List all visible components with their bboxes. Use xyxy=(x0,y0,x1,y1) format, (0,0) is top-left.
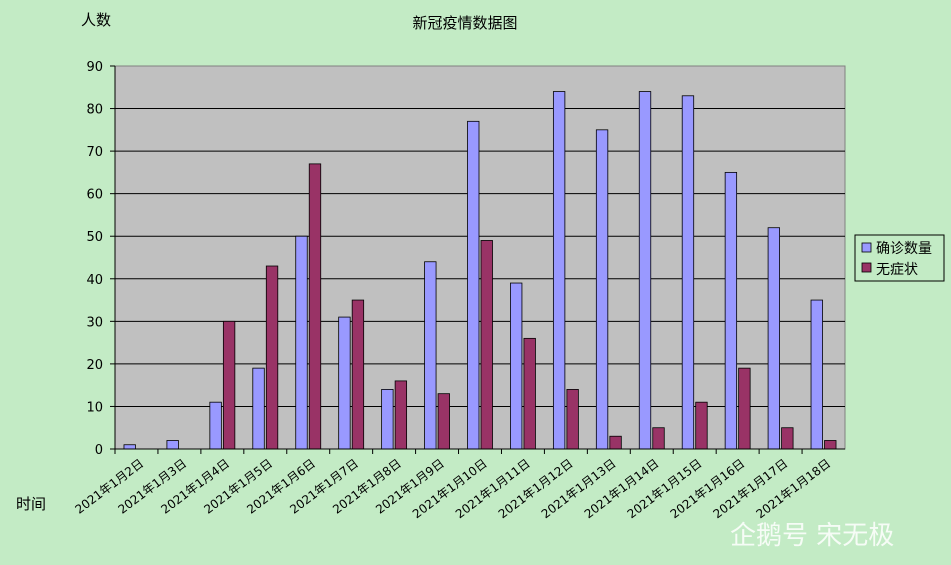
watermark: 企鹅号 宋无极 xyxy=(730,521,894,551)
x-tick-label: 2021年1月16日 xyxy=(668,456,748,521)
bar-asymptomatic xyxy=(480,240,493,450)
plot-area xyxy=(114,65,846,450)
y-tick-label: 0 xyxy=(95,443,103,458)
x-tick-label: 2021年1月14日 xyxy=(582,456,662,521)
bar-confirmed xyxy=(123,444,136,450)
bar-asymptomatic xyxy=(222,320,236,450)
y-tick-label: 90 xyxy=(86,60,103,75)
bar-asymptomatic xyxy=(308,163,322,450)
y-axis-label: 人数 xyxy=(81,11,111,29)
chart-title: 新冠疫情数据图 xyxy=(412,14,517,32)
bar-asymptomatic xyxy=(523,337,536,450)
x-tick-label: 2021年1月11日 xyxy=(453,456,533,521)
bar-confirmed xyxy=(681,95,695,450)
y-tick-label: 20 xyxy=(86,358,103,373)
bar-asymptomatic xyxy=(609,435,622,450)
bar-asymptomatic xyxy=(394,380,408,450)
x-tick-label: 2021年1月13日 xyxy=(539,456,619,521)
y-tick-label: 50 xyxy=(86,230,103,245)
y-tick-label: 40 xyxy=(86,273,103,288)
y-tick-label: 30 xyxy=(86,315,103,330)
bar-confirmed xyxy=(638,91,652,450)
bar-asymptomatic xyxy=(351,299,365,450)
bar-confirmed xyxy=(724,171,738,450)
bar-confirmed xyxy=(510,282,523,450)
bar-confirmed xyxy=(767,227,780,450)
bar-confirmed xyxy=(166,440,179,450)
bar-asymptomatic xyxy=(781,427,794,450)
x-tick-label: 2021年1月17日 xyxy=(711,456,791,521)
bar-asymptomatic xyxy=(824,440,837,450)
bar-confirmed xyxy=(424,261,437,450)
bar-confirmed xyxy=(810,299,823,450)
y-tick-label: 10 xyxy=(86,400,103,415)
bar-confirmed xyxy=(467,120,480,450)
legend-label-confirmed: 确诊数量 xyxy=(876,241,932,257)
bar-confirmed xyxy=(552,91,566,450)
bar-asymptomatic xyxy=(695,401,708,450)
x-axis-label: 时间 xyxy=(16,495,46,513)
bar-confirmed xyxy=(595,129,609,450)
y-tick-label: 70 xyxy=(86,145,103,160)
bar-asymptomatic xyxy=(566,389,579,450)
legend-label-asymptomatic: 无症状 xyxy=(876,262,918,278)
y-tick-label: 60 xyxy=(86,188,103,203)
x-tick-label: 2021年1月18日 xyxy=(753,456,833,521)
x-tick-label: 2021年1月10日 xyxy=(410,456,490,521)
bar-confirmed xyxy=(338,316,351,450)
bar-confirmed xyxy=(381,389,394,450)
bar-asymptomatic xyxy=(738,367,751,450)
x-tick-label: 2021年1月12日 xyxy=(496,456,576,521)
x-tick-label: 2021年1月15日 xyxy=(625,456,705,521)
y-tick-label: 80 xyxy=(86,103,103,118)
bar-confirmed xyxy=(295,235,308,450)
legend-swatch-confirmed xyxy=(861,242,872,253)
bar-confirmed xyxy=(252,367,265,450)
legend: 确诊数量 无症状 xyxy=(854,234,945,282)
bar-asymptomatic xyxy=(652,427,665,450)
bar-asymptomatic xyxy=(437,393,450,450)
bar-confirmed xyxy=(209,401,222,450)
bar-asymptomatic xyxy=(265,265,279,450)
legend-swatch-asymptomatic xyxy=(861,262,872,273)
